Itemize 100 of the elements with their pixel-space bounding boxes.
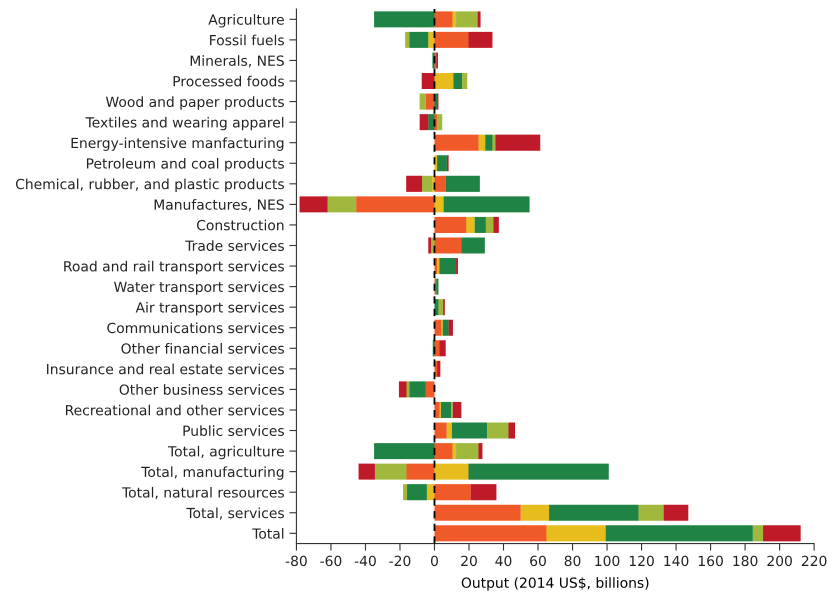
bar [420, 94, 426, 110]
x-tick-label: 180 [733, 556, 758, 566]
bar [434, 237, 462, 254]
y-tick-label: Wood and paper products [106, 96, 284, 110]
bar [405, 32, 410, 48]
bar [422, 176, 432, 192]
bar [409, 381, 426, 398]
y-tick-label: Other business services [120, 384, 284, 395]
x-tick-label: -20 [389, 556, 410, 566]
bar [426, 484, 434, 500]
bar [434, 32, 468, 48]
y-tick-label: Insurance and real estate services [47, 364, 284, 374]
bar [434, 11, 453, 28]
bar [374, 443, 434, 460]
y-tick-label: Communications services [107, 322, 284, 334]
y-tick-label: Total [252, 528, 284, 539]
bar [452, 422, 488, 439]
bar [300, 196, 328, 212]
bar [434, 525, 546, 542]
x-tick-label: 220 [802, 556, 826, 566]
bar [442, 320, 449, 336]
bar [520, 504, 550, 521]
y-tick-label: Total, manufacturing [141, 466, 284, 480]
bar [444, 196, 530, 212]
x-tick-label: 140 [664, 556, 688, 566]
bar [437, 360, 440, 377]
y-tick-label: Fossil fuels [210, 34, 284, 46]
x-tick-label: 160 [698, 556, 723, 566]
bar [356, 196, 434, 212]
bar [452, 402, 462, 418]
x-tick-label: 120 [630, 556, 654, 566]
bar [327, 196, 356, 212]
bar [426, 94, 434, 110]
y-tick-label: Road and rail transport services [64, 260, 284, 274]
x-tick-label: 100 [595, 556, 620, 566]
bar [434, 73, 454, 90]
bar [462, 73, 468, 90]
bar [434, 216, 466, 233]
bar [546, 525, 606, 542]
bar [409, 32, 428, 48]
bar [470, 484, 496, 500]
y-tick-label: Energy-intensive manfacturing [72, 137, 284, 151]
bar [448, 320, 453, 336]
bar [492, 134, 496, 151]
y-tick-label: Agriculture [208, 14, 284, 28]
bar [763, 525, 801, 542]
bar [403, 484, 408, 500]
y-tick-label: Public services [183, 425, 284, 436]
bar [487, 422, 509, 439]
y-tick-label: Water transport services [114, 281, 284, 295]
bar [478, 443, 482, 460]
bar [606, 525, 753, 542]
y-tick-label: Total, agriculture [168, 446, 284, 460]
x-tick-label: -40 [354, 556, 376, 566]
y-tick-label: Chemical, rubber, and plastic products [16, 178, 284, 192]
bar [434, 443, 453, 460]
bar [495, 134, 540, 151]
y-tick-label: Minerals, NES [190, 55, 284, 68]
bar [452, 11, 456, 28]
bar [446, 422, 452, 439]
bar [456, 11, 478, 28]
y-tick-label: Textiles and wearing apparel [86, 116, 284, 130]
bar [420, 114, 428, 130]
bar [478, 11, 481, 28]
bar [437, 114, 442, 130]
y-tick-label: Total, services [186, 507, 284, 520]
x-tick-label: -60 [320, 556, 342, 566]
bar [493, 216, 499, 233]
y-tick-label: Manufactures, NES [154, 199, 284, 212]
bar [486, 216, 494, 233]
bar [358, 464, 375, 480]
bar [407, 484, 427, 500]
bar [426, 381, 434, 398]
y-tick-label: Processed foods [174, 76, 284, 86]
bar [434, 464, 468, 480]
bar [434, 340, 440, 356]
bar [434, 196, 444, 212]
bar [478, 134, 486, 151]
bar [434, 504, 521, 521]
bar [439, 258, 456, 274]
bar [508, 422, 516, 439]
x-tick-label: 200 [767, 556, 792, 566]
bar [437, 155, 447, 172]
x-tick-label: -80 [286, 556, 307, 566]
x-axis-title: Output (2014 US$, billions) [462, 577, 648, 591]
bar [468, 32, 492, 48]
x-tick-label: 60 [530, 556, 546, 566]
bar [438, 299, 444, 316]
bar [466, 216, 475, 233]
bar [406, 464, 434, 480]
bar [434, 320, 442, 336]
bar [422, 73, 434, 90]
x-tick-label: 0 [430, 556, 438, 566]
bar [468, 464, 609, 480]
y-tick-label: Recreational and other services [66, 404, 284, 416]
bar [453, 73, 462, 90]
bar [440, 402, 452, 418]
y-tick-label: Other financial services [121, 343, 284, 354]
bar [752, 525, 764, 542]
bar [434, 176, 446, 192]
